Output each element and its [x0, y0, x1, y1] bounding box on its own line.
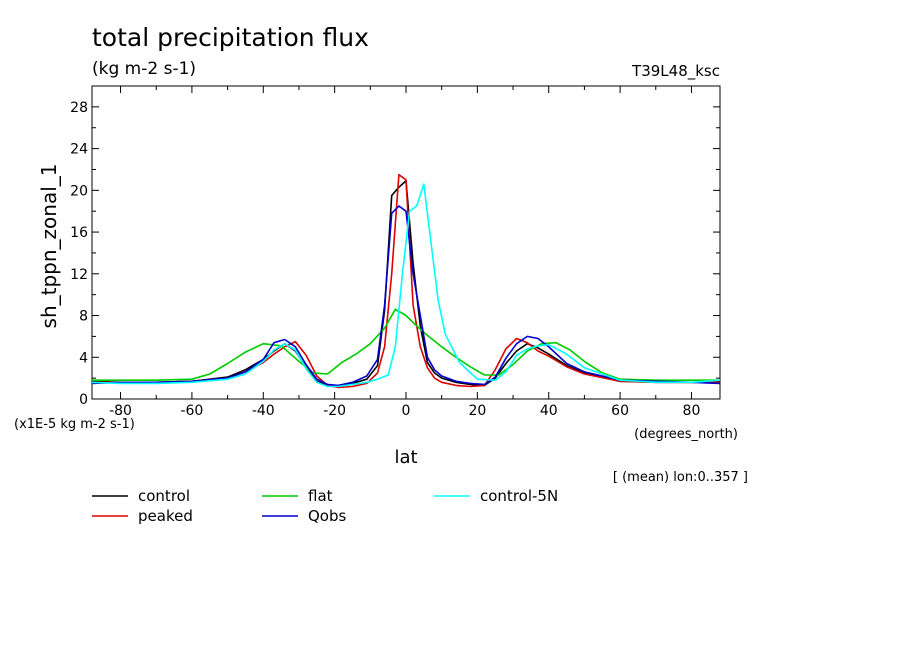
series-line-flat [92, 308, 720, 382]
series-lines [91, 173, 721, 389]
series-line-qobs [91, 205, 721, 387]
y-tick-label: 8 [79, 309, 88, 325]
x-tick-label: 20 [468, 403, 486, 419]
chart-subtitle: (kg m-2 s-1) [92, 59, 196, 79]
y-tick-label: 16 [70, 225, 88, 241]
x-tick-label: -40 [252, 403, 275, 419]
y-axis-label: sh_tppn_zonal_1 [37, 164, 61, 329]
series-line-control-5n [91, 183, 721, 388]
x-tick-label: 60 [611, 403, 629, 419]
legend-label-flat: flat [308, 487, 333, 505]
legend-label-peaked: peaked [138, 507, 193, 525]
series-line-peaked [92, 173, 720, 389]
chart-title: total precipitation flux [92, 23, 369, 52]
y-tick-label: 12 [70, 267, 88, 283]
y-tick-label: 20 [70, 183, 88, 199]
x-tick-label: -80 [109, 403, 132, 419]
y-tick-label: 0 [79, 392, 88, 408]
run-tag: T39L48_ksc [631, 62, 720, 81]
legend: control peaked flat Qobs control-5N [92, 487, 558, 525]
legend-label-control-5n: control-5N [480, 487, 558, 505]
x-units-label: (degrees_north) [634, 427, 738, 442]
axis-ticks: -80 -60 -40 -20 0 20 40 60 80 0 4 8 12 16 20 24 28 [70, 85, 720, 419]
x-tick-label: 0 [402, 403, 411, 419]
y-tick-label: 4 [79, 350, 88, 366]
legend-label-qobs: Qobs [308, 507, 347, 525]
y-tick-label: 28 [70, 100, 88, 116]
x-tick-label: 80 [683, 403, 701, 419]
y-tick-label: 24 [70, 142, 88, 158]
x-tick-label: -60 [180, 403, 203, 419]
legend-label-control: control [138, 487, 190, 505]
y-scale-note: (x1E-5 kg m-2 s-1) [14, 417, 135, 432]
x-tick-label: -20 [323, 403, 346, 419]
x-tick-label: 40 [540, 403, 558, 419]
x-axis-label: lat [394, 447, 417, 468]
mean-note: [ (mean) lon:0..357 ] [613, 470, 748, 485]
